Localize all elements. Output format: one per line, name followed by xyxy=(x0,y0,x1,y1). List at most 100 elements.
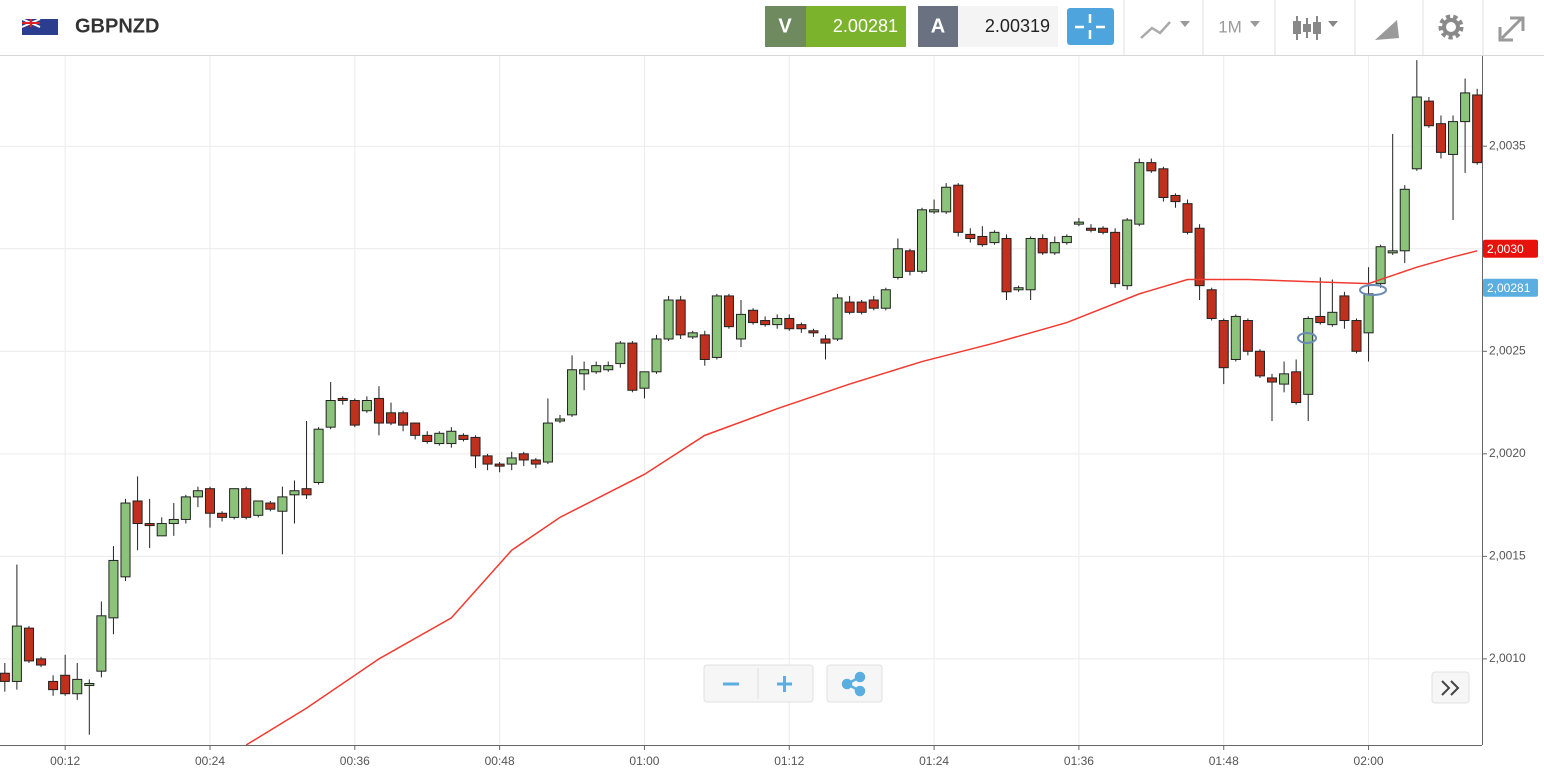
share-button[interactable] xyxy=(826,664,883,703)
candle-body xyxy=(1134,162,1145,225)
trade-marker xyxy=(1297,332,1317,344)
x-tick-label: 01:00 xyxy=(629,754,659,768)
timeframe[interactable]: 1M xyxy=(1218,17,1242,36)
candle-body xyxy=(1194,227,1205,287)
candle-body xyxy=(156,523,167,537)
candle-body xyxy=(1448,121,1459,155)
draw-button[interactable] xyxy=(1375,20,1399,40)
bid-price-button[interactable] xyxy=(806,6,906,47)
candle-body xyxy=(1013,287,1024,291)
x-tick-label: 01:24 xyxy=(919,754,949,768)
candle-body xyxy=(1182,203,1193,233)
candle-body xyxy=(313,428,324,484)
candle-body xyxy=(591,365,602,373)
y-tick-label: 2,0010 xyxy=(1489,651,1526,665)
candle-body xyxy=(989,231,1000,244)
candle-body xyxy=(72,678,83,695)
candle-body xyxy=(1025,238,1036,291)
candle-body xyxy=(1158,168,1169,198)
candle-body xyxy=(241,488,252,518)
x-tick-label: 01:48 xyxy=(1209,754,1239,768)
candle-body xyxy=(1387,250,1398,254)
candle-body xyxy=(627,342,638,391)
candle-body xyxy=(615,342,626,365)
symbol: GBPNZD xyxy=(75,15,159,37)
candle-body xyxy=(1279,373,1290,385)
candle-body xyxy=(1122,219,1133,287)
candle-body xyxy=(1170,194,1181,203)
plot-area xyxy=(0,60,1482,745)
candle-body xyxy=(494,463,505,467)
candle-body xyxy=(422,434,433,443)
candle-body xyxy=(965,233,976,240)
candle-body xyxy=(96,615,107,672)
candle-body xyxy=(820,338,831,344)
candle-body xyxy=(132,500,143,525)
candle-body xyxy=(1303,317,1314,395)
candle-body xyxy=(361,400,372,412)
ask-button[interactable] xyxy=(918,6,958,47)
candle-body xyxy=(470,436,481,457)
candle-body xyxy=(1218,320,1229,369)
candle-body xyxy=(120,502,131,578)
candle-body xyxy=(36,658,47,666)
candle-body xyxy=(373,397,384,424)
candle-body xyxy=(880,289,891,309)
candle-body xyxy=(301,488,312,496)
candle-body xyxy=(808,330,819,334)
candle-body xyxy=(1363,293,1374,334)
y-tick-label: 2,0025 xyxy=(1489,343,1526,357)
x-tick-label: 00:24 xyxy=(195,754,225,768)
chart-type-button[interactable] xyxy=(1140,21,1190,39)
candle-body xyxy=(265,502,276,510)
candle-body xyxy=(229,488,240,518)
candle-body xyxy=(60,674,71,695)
price-marker xyxy=(1483,278,1538,297)
candle-body xyxy=(1375,246,1386,285)
settings-button[interactable] xyxy=(1438,14,1464,40)
candle-body xyxy=(518,453,529,461)
candle-body xyxy=(929,209,940,213)
ask-price-button[interactable] xyxy=(958,6,1058,47)
candle-body xyxy=(1291,371,1302,404)
candle-body xyxy=(567,369,578,416)
flag-icon xyxy=(21,18,58,35)
moving-average-line xyxy=(245,250,1478,745)
candle-body xyxy=(1230,315,1241,360)
candle-body xyxy=(772,317,783,326)
candle-body xyxy=(482,455,493,465)
candle-body xyxy=(663,299,674,340)
candle-body xyxy=(554,418,565,422)
crosshair-icon xyxy=(1075,14,1105,39)
candle-body xyxy=(385,412,397,424)
candle-body xyxy=(735,313,747,340)
candle-body xyxy=(941,186,952,213)
candle-body xyxy=(180,496,191,520)
y-tick-label: 2,0035 xyxy=(1489,138,1526,152)
candle-body xyxy=(796,324,807,330)
candles-button[interactable] xyxy=(1293,16,1338,40)
separators xyxy=(1123,0,1484,55)
candle-body xyxy=(977,235,988,246)
candle-body xyxy=(458,434,469,440)
candle-body xyxy=(1327,311,1338,326)
zoom-in-button[interactable] xyxy=(777,676,792,692)
bid-button[interactable] xyxy=(765,6,806,47)
candle-body xyxy=(48,680,59,691)
bid-label: V xyxy=(778,15,792,37)
crosshair-button[interactable] xyxy=(1067,8,1114,45)
candle-body xyxy=(84,682,95,687)
candle-body xyxy=(687,332,698,338)
scroll-end-button[interactable] xyxy=(1431,671,1470,704)
candle-body xyxy=(917,209,928,272)
candle-body xyxy=(1423,100,1434,127)
x-tick-label: 02:00 xyxy=(1354,754,1384,768)
candle-body xyxy=(108,559,119,619)
share-icon xyxy=(841,671,866,697)
axes: 2,0010 2,0015 2,0020 2,0025 2,0030 2,0035 00:1… xyxy=(50,138,1538,768)
trade-marker xyxy=(1359,284,1387,296)
expand-button[interactable] xyxy=(1498,16,1525,42)
candle-body xyxy=(337,397,348,401)
candle-body xyxy=(277,496,288,512)
